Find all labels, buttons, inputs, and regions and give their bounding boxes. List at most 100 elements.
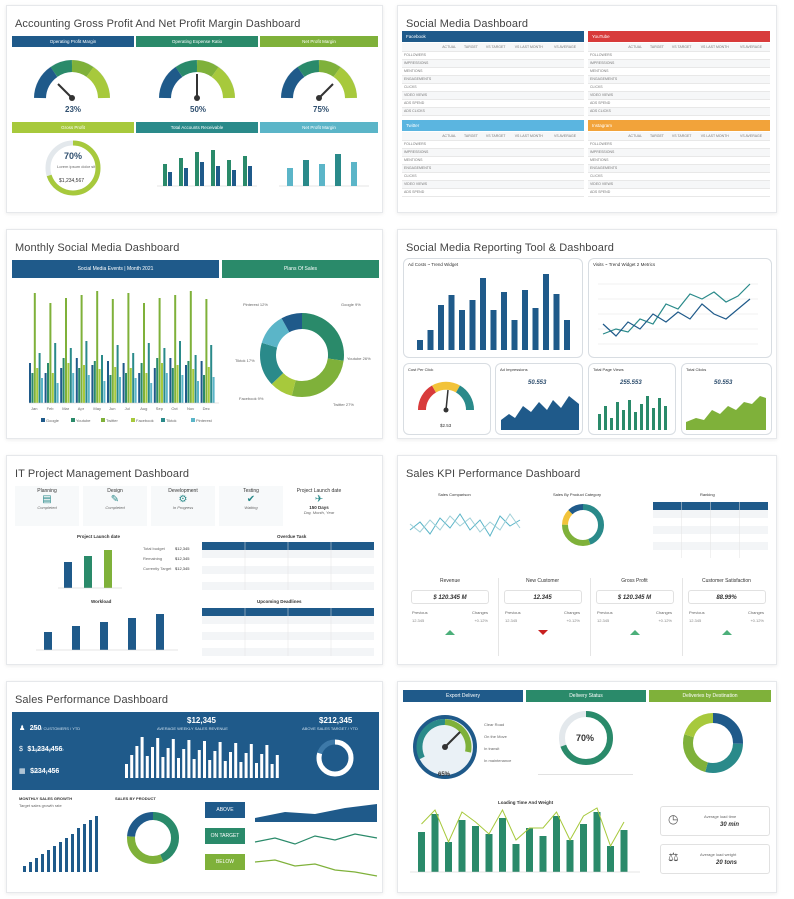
bar <box>151 747 154 778</box>
gauge-value-3: 75% <box>313 105 330 114</box>
chart-project-launch <box>58 550 122 589</box>
chart-title-loading: Loading Time And Weight <box>498 800 554 805</box>
kpi-value: $ 120.345 M <box>595 590 674 604</box>
card-sales-kpi[interactable]: Sales KPI Performance Dashboard Sales Co… <box>397 455 777 665</box>
panel-title-total-clicks: Total Clicks <box>686 367 707 372</box>
donut-plans-of-sales <box>260 313 344 397</box>
avg-time-box <box>660 806 770 836</box>
stat-label: NEW CUSTOMERS / YTD <box>33 726 81 731</box>
bar <box>203 375 205 403</box>
bar <box>480 278 486 350</box>
bar <box>147 343 150 403</box>
panel-sales-by-category: Sales By Product Category <box>553 492 602 497</box>
card-monthly-social-media[interactable]: Monthly Social Media Dashboard Social Me… <box>6 229 383 439</box>
col-header: TARGET <box>647 132 670 141</box>
row-label: CLICKS <box>402 172 441 181</box>
card-accounting-dashboard[interactable]: Accounting Gross Profit And Net Profit M… <box>6 5 383 213</box>
bar <box>96 291 99 403</box>
bar <box>566 840 574 872</box>
legend-item: Youtube <box>71 418 91 423</box>
legend-item: Google <box>41 418 59 423</box>
gauge-value-2: 50% <box>190 105 207 114</box>
bar <box>174 295 177 403</box>
status-lines-rule <box>538 774 633 775</box>
row-label: IMPRESSIONS <box>402 59 441 68</box>
kpi-label: Customer Satisfaction <box>702 578 751 584</box>
kpi-value: 88.99% <box>687 590 766 604</box>
bar <box>156 738 160 778</box>
bar <box>85 341 88 403</box>
bar <box>189 291 192 403</box>
badge-on-target: ON TARGET <box>205 828 245 844</box>
bar <box>129 368 132 403</box>
bar <box>69 348 72 403</box>
card-logistics[interactable]: Export Delivery Delivery Status Deliveri… <box>397 681 777 893</box>
header-operating-profit: Operating Profit Margin <box>12 36 134 47</box>
row-label: MENTIONS <box>402 156 441 165</box>
kpi-label: Gross Profit <box>621 578 648 584</box>
legend-item: Tiktok <box>161 418 177 423</box>
budget-label-2: Remaining <box>143 556 163 561</box>
table-overdue-tasks <box>202 542 374 590</box>
bar <box>65 298 67 403</box>
col-header: VS TARGET <box>483 43 513 52</box>
donut-label-facebook: Facebook 9% <box>239 396 264 401</box>
users-icon: ♟ <box>19 725 26 732</box>
phase-status: Waiting <box>244 505 258 510</box>
header-export-delivery: Export Delivery <box>403 690 523 702</box>
row-label: IMPRESSIONS <box>588 59 627 68</box>
month-label: Nov <box>187 406 195 411</box>
row-label: ADS SPEND <box>402 99 441 108</box>
phase-name: Project Launch date <box>296 488 342 494</box>
bar <box>169 358 172 403</box>
row-label: FOLLOWERS <box>402 51 441 60</box>
card-title: Sales Performance Dashboard <box>15 694 169 706</box>
badge-label: ON TARGET <box>210 833 240 839</box>
chart-icon: ▦ <box>19 768 26 775</box>
launch-header: Project Launch date <box>77 534 121 539</box>
badge-label: BELOW <box>215 859 235 865</box>
phase-status: Completed <box>37 505 57 510</box>
donut-sales-by-product <box>127 812 179 864</box>
card-reporting-tool[interactable]: Social Media Reporting Tool & Dashboard … <box>397 229 777 439</box>
panel-title-impressions: Ad Impressions <box>500 367 528 372</box>
phase-icon: ▤ <box>42 494 52 505</box>
row-label: ENGAGEMENTS <box>588 164 627 173</box>
gauge-value-1: 23% <box>65 105 82 114</box>
card-social-media-dashboard[interactable]: Social Media Dashboard Facebook YouTube … <box>397 5 777 213</box>
bar <box>166 748 170 778</box>
row-label: ADS SPEND <box>588 188 627 197</box>
table-instagram: ACTUAL TARGET VS TARGET VS LAST MONTH VS AVE… <box>588 132 770 197</box>
bar <box>91 365 94 403</box>
scale-icon: ⚖ <box>668 850 679 864</box>
phase-name: Planning <box>37 488 57 494</box>
cpc-value: $2.53 <box>440 423 452 428</box>
card-title: Social Media Reporting Tool & Dashboard <box>406 242 614 254</box>
header-accounts-receivable: Total Accounts Receivable <box>136 122 258 133</box>
phase-icon: ✎ <box>110 494 120 505</box>
bar <box>212 377 215 403</box>
bar <box>83 365 85 403</box>
col-header: VS LAST MONTH <box>698 132 738 141</box>
right-value: $212,345 <box>319 716 353 725</box>
col-header: VS TARGET <box>483 132 513 141</box>
stat-label: PROFIT / YTD <box>33 769 59 774</box>
bar <box>161 757 165 778</box>
row-label: FOLLOWERS <box>588 51 627 60</box>
card-it-project[interactable]: IT Project Management Dashboard Planning… <box>6 455 383 665</box>
phase-icon: ✔ <box>246 494 256 505</box>
card-title: Sales KPI Performance Dashboard <box>406 468 581 480</box>
bar <box>213 751 217 778</box>
col-header: TARGET <box>461 132 484 141</box>
bar <box>80 295 83 403</box>
row-label: MENTIONS <box>402 67 441 76</box>
col-header: TARGET <box>461 43 484 52</box>
bar <box>182 749 186 778</box>
kpi-value: $ 120.345 M <box>411 590 489 604</box>
bar <box>156 358 159 403</box>
bar <box>593 812 601 872</box>
bar <box>472 826 479 872</box>
row-label: CLICKS <box>588 83 627 92</box>
card-sales-performance[interactable]: Sales Performance Dashboard ♟ 250 NEW CU… <box>6 681 383 893</box>
bar <box>171 368 174 403</box>
